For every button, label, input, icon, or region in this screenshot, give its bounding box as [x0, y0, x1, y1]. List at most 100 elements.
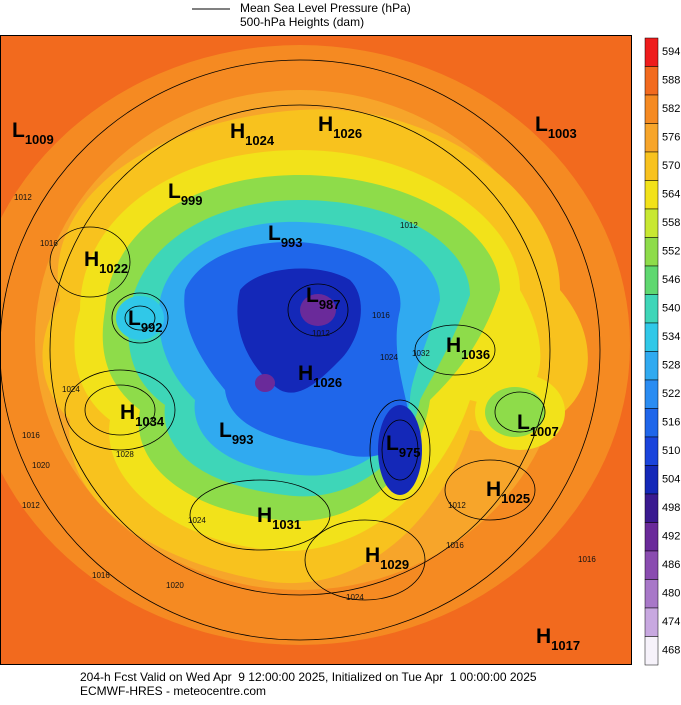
pressure-center: L993	[219, 419, 254, 447]
colorbar-swatch	[644, 379, 659, 409]
isobar-label: 1016	[22, 431, 40, 440]
center-value: 1007	[530, 424, 559, 439]
colorbar-label: 546	[662, 274, 680, 286]
map-frame	[0, 35, 632, 665]
pressure-center: H1029	[365, 544, 409, 572]
colorbar: 594 588 582 576 570 564 558 552 546 540 534 528 522 5…	[644, 37, 680, 666]
colorbar-label: 468	[662, 645, 680, 657]
isobar-label: 1024	[346, 593, 364, 602]
isobar-label: 1024	[62, 385, 80, 394]
center-value: 975	[399, 445, 421, 460]
pressure-center: H1026	[298, 362, 342, 390]
center-value: 987	[319, 297, 341, 312]
isobar-label: 1016	[40, 239, 58, 248]
colorbar-swatch	[644, 294, 659, 324]
isobar-label: 1020	[166, 581, 184, 590]
pressure-center: L993	[268, 222, 303, 250]
colorbar-label: 534	[662, 331, 680, 343]
pressure-center: H1031	[257, 504, 301, 532]
center-type: L	[306, 284, 319, 307]
isobar-labels: 1012 1016 1024 1016 1020 1028 1012 1024 1016 1020…	[14, 193, 596, 602]
colorbar-label: 522	[662, 388, 680, 400]
colorbar-swatch	[644, 351, 659, 381]
center-value: 993	[232, 432, 254, 447]
height-fill	[300, 294, 336, 326]
center-value: 1024	[245, 133, 275, 148]
colorbar-label: 492	[662, 531, 680, 543]
colorbar-label: 486	[662, 559, 680, 571]
isobar-label: 1016	[372, 311, 390, 320]
pressure-center: H1017	[536, 625, 580, 653]
colorbar-swatch	[644, 607, 659, 637]
colorbar-label: 582	[662, 103, 680, 115]
isobar-label: 1024	[188, 516, 206, 525]
center-value: 1034	[135, 414, 165, 429]
height-fill	[378, 405, 422, 495]
height-fill	[116, 296, 164, 340]
colorbar-swatch	[644, 151, 659, 181]
pressure-center: H1034	[120, 401, 165, 429]
center-type: L	[386, 432, 399, 455]
colorbar-swatch	[644, 66, 659, 96]
pressure-center: L1009	[12, 119, 54, 147]
footer-source: ECMWF-HRES - meteocentre.com	[80, 684, 266, 698]
pressure-center: H1024	[230, 120, 275, 148]
center-value: 1026	[313, 375, 342, 390]
center-type: L	[219, 419, 232, 442]
center-type: L	[128, 307, 141, 330]
isobars	[0, 59, 601, 641]
isobar-label: 1012	[400, 221, 418, 230]
center-type: H	[120, 401, 135, 424]
pressure-center: L999	[168, 180, 203, 208]
colorbar-label: 594	[662, 46, 680, 58]
pressure-center: L992	[128, 307, 163, 335]
isobar-label: 1012	[312, 329, 330, 338]
colorbar-swatch	[644, 493, 659, 523]
center-type: L	[12, 119, 25, 142]
colorbar-swatch	[644, 579, 659, 609]
center-value: 999	[181, 193, 203, 208]
center-type: H	[365, 544, 380, 567]
colorbar-swatch	[644, 408, 659, 438]
center-type: L	[517, 411, 530, 434]
footer-valid: 204-h Fcst Valid on Wed Apr 9 12:00:00 2…	[80, 670, 537, 684]
pressure-center: H1026	[318, 113, 362, 141]
pressure-center: H1025	[486, 478, 530, 506]
colorbar-label: 570	[662, 160, 680, 172]
center-value: 1009	[25, 132, 54, 147]
isobar-label: 1032	[412, 349, 430, 358]
legend-fill-label: 500-hPa Heights (dam)	[240, 15, 364, 29]
colorbar-label: 528	[662, 360, 680, 372]
colorbar-label: 552	[662, 246, 680, 258]
colorbar-swatch	[644, 636, 659, 666]
center-type: H	[446, 334, 461, 357]
colorbar-label: 480	[662, 588, 680, 600]
center-type: H	[84, 248, 99, 271]
center-value: 1022	[99, 261, 128, 276]
colorbar-swatch	[644, 436, 659, 466]
colorbar-swatch	[644, 522, 659, 552]
center-value: 1031	[272, 517, 301, 532]
center-type: H	[298, 362, 313, 385]
colorbar-swatch	[644, 237, 659, 267]
colorbar-swatch	[644, 123, 659, 153]
colorbar-swatch	[644, 265, 659, 295]
colorbar-swatch	[644, 180, 659, 210]
center-value: 993	[281, 235, 303, 250]
center-value: 992	[141, 320, 163, 335]
height-fill	[255, 374, 275, 392]
center-type: L	[268, 222, 281, 245]
isobar-label: 1020	[32, 461, 50, 470]
colorbar-swatch	[644, 94, 659, 124]
center-value: 1003	[548, 126, 577, 141]
pressure-center: H1022	[84, 248, 128, 276]
center-type: H	[257, 504, 272, 527]
center-type: L	[168, 180, 181, 203]
colorbar-label: 504	[662, 474, 680, 486]
colorbar-label: 510	[662, 445, 680, 457]
center-type: H	[230, 120, 245, 143]
colorbar-swatch	[644, 37, 659, 67]
